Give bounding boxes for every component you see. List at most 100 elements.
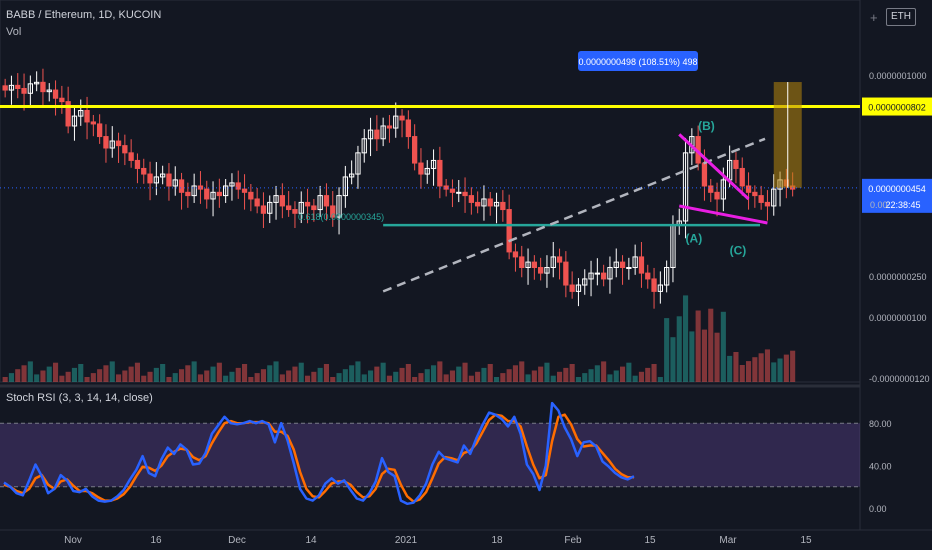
candle-body: [506, 209, 512, 253]
volume-bar: [292, 366, 298, 382]
volume-bar: [746, 361, 752, 382]
candle-body: [468, 195, 475, 203]
volume-bar: [449, 370, 455, 382]
candle-body: [298, 201, 304, 214]
volume-bar: [46, 366, 52, 382]
volume-bar: [657, 377, 663, 382]
volume-bar: [790, 350, 796, 382]
volume-bar: [632, 375, 638, 382]
candle-body: [210, 191, 216, 200]
candle-body: [15, 84, 21, 89]
volume-bar: [601, 361, 607, 382]
candle-body: [21, 87, 27, 94]
volume-bar: [695, 310, 701, 382]
candle-body: [342, 176, 349, 197]
candle-body: [84, 110, 90, 123]
candle-body: [645, 272, 651, 280]
candle-body: [500, 201, 506, 211]
stoch-band: [0, 422, 860, 488]
price-tick: 0.0000001000: [869, 71, 927, 81]
time-tick: Dec: [228, 535, 246, 546]
candle-body: [487, 198, 493, 207]
candle-body: [437, 159, 443, 187]
volume-bar: [468, 375, 474, 382]
volume-bar: [59, 375, 65, 382]
volume-bar: [525, 374, 531, 382]
candle-body: [664, 267, 670, 286]
volume-bar: [664, 318, 670, 382]
volume-bar: [777, 358, 783, 382]
volume-bar: [286, 370, 292, 382]
candle-body: [758, 195, 764, 203]
time-tick: Nov: [64, 535, 82, 546]
candle-body: [46, 89, 52, 93]
volume-bar: [229, 371, 235, 382]
volume-bar: [8, 373, 14, 382]
volume-bar: [317, 367, 323, 382]
candle-body: [619, 261, 626, 269]
candle-body: [632, 256, 638, 269]
volume-bar: [298, 362, 304, 382]
candle-body: [771, 188, 777, 207]
volume-bar: [179, 369, 185, 382]
candle-body: [122, 145, 128, 154]
stoch-tick: 80.00: [869, 419, 892, 429]
measure-tag-text: 0.0000000498 (108.51%) 498: [578, 57, 697, 67]
fib-label: 0.618(0.0000000345): [298, 212, 384, 222]
volume-bar: [216, 362, 222, 382]
volume-bar: [487, 364, 493, 382]
candle-body: [418, 162, 424, 175]
candle-body: [556, 256, 563, 263]
candle-body: [550, 256, 556, 269]
volume-bar: [758, 353, 764, 382]
candle-body: [273, 195, 279, 203]
candle-body: [65, 101, 71, 127]
volume-bar: [65, 371, 71, 382]
volume-bars: [2, 295, 796, 382]
volume-bar: [424, 369, 430, 382]
volume-bar: [336, 373, 342, 382]
time-tick: 18: [491, 535, 503, 546]
volume-bar: [506, 369, 512, 382]
volume-bar: [720, 311, 726, 382]
candle-body: [569, 284, 575, 292]
candle-body: [613, 261, 619, 269]
candle-body: [134, 159, 141, 169]
trend-line-dashed: [382, 137, 766, 293]
volume-bar: [431, 365, 437, 382]
volume-bar: [651, 364, 657, 382]
add-symbol-icon[interactable]: +: [870, 10, 878, 25]
volume-bar: [569, 364, 575, 382]
candle-body: [59, 97, 65, 103]
candle-body: [657, 284, 664, 292]
volume-bar: [783, 354, 789, 382]
volume-bar: [248, 377, 254, 382]
current-price-text: 0.0000000454: [868, 184, 926, 194]
candle-body: [279, 195, 286, 207]
volume-bar: [368, 370, 374, 382]
volume-bar: [670, 337, 676, 382]
volume-bar: [764, 349, 770, 382]
candle-body: [626, 267, 632, 270]
candles: [2, 68, 796, 309]
volume-bar: [21, 365, 27, 382]
volume-bar: [349, 365, 355, 382]
volume-bar: [242, 364, 248, 382]
candle-body: [607, 267, 613, 280]
candle-body: [638, 256, 645, 274]
volume-bar: [2, 377, 8, 382]
candle-body: [594, 272, 601, 275]
currency-button[interactable]: ETH: [886, 8, 916, 26]
candle-body: [399, 115, 405, 121]
volume-bar: [393, 371, 399, 382]
candle-body: [720, 179, 727, 200]
volume-bar: [645, 367, 651, 382]
candle-body: [323, 195, 330, 207]
volume-bar: [676, 316, 682, 382]
stoch-k-line: [3, 401, 635, 506]
candle-body: [701, 162, 708, 187]
volume-bar: [204, 370, 210, 382]
candle-body: [386, 125, 393, 129]
candle-body: [223, 185, 229, 197]
